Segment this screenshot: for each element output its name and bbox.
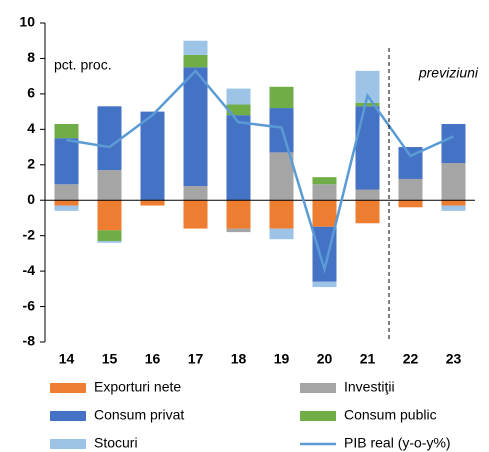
legend-label: Consum privat	[94, 407, 184, 423]
bar	[226, 115, 251, 201]
legend-label: PIB real (y-o-y%)	[344, 435, 451, 451]
bar	[140, 111, 165, 201]
bar	[97, 240, 122, 243]
x-tick-label: 19	[274, 351, 290, 367]
legend-marker	[50, 411, 86, 421]
unit-note: pct. proc.	[54, 57, 112, 73]
x-tick-label: 21	[360, 351, 376, 367]
bar	[355, 102, 380, 107]
legend-label: Investiţii	[344, 379, 395, 395]
bar	[97, 200, 122, 231]
y-tick-label: 10	[19, 14, 35, 30]
line-series	[66, 68, 455, 275]
bar	[97, 230, 122, 241]
legend-label: Consum public	[344, 407, 437, 423]
y-tick-label: -4	[23, 262, 36, 278]
y-tick-label: -2	[23, 226, 36, 242]
bar	[226, 228, 251, 233]
bar	[54, 138, 79, 185]
bar	[398, 200, 423, 208]
bar	[355, 200, 380, 224]
bar	[441, 205, 466, 211]
y-tick-label: -6	[23, 297, 36, 313]
legend-marker	[300, 383, 336, 393]
bar	[54, 184, 79, 201]
bar	[183, 186, 208, 201]
x-tick-label: 22	[403, 351, 419, 367]
x-tick-label: 23	[446, 351, 462, 367]
legend-marker	[50, 439, 86, 449]
legend-marker	[50, 383, 86, 393]
bar	[97, 106, 122, 171]
legend-marker	[300, 411, 336, 421]
bar	[269, 200, 294, 229]
bar	[355, 106, 380, 190]
y-tick-label: 4	[27, 120, 35, 136]
forecast-note: previziuni	[418, 65, 479, 81]
x-tick-label: 18	[231, 351, 247, 367]
y-tick-label: 6	[27, 85, 35, 101]
legend-label: Exporturi nete	[94, 379, 181, 395]
bar	[183, 200, 208, 229]
x-tick-label: 15	[102, 351, 118, 367]
bar	[269, 228, 294, 240]
bar	[312, 281, 337, 288]
legend-label: Stocuri	[94, 435, 138, 451]
x-tick-label: 20	[317, 351, 333, 367]
bar	[441, 124, 466, 164]
y-tick-label: -8	[23, 333, 36, 349]
x-tick-label: 16	[145, 351, 161, 367]
bar	[269, 86, 294, 109]
bar	[398, 178, 423, 201]
bar	[312, 200, 337, 227]
bar	[441, 200, 466, 206]
y-tick-label: 0	[27, 191, 35, 207]
y-tick-label: 8	[27, 49, 35, 65]
bar	[312, 177, 337, 185]
bar	[269, 152, 294, 201]
y-tick-label: 2	[27, 155, 35, 171]
bar	[54, 200, 79, 206]
bar	[226, 104, 251, 116]
x-tick-label: 17	[188, 351, 204, 367]
bar	[54, 124, 79, 139]
bar	[97, 170, 122, 201]
bar	[183, 67, 208, 187]
bar	[183, 40, 208, 55]
x-tick-label: 14	[59, 351, 75, 367]
bar	[226, 88, 251, 105]
bar	[54, 205, 79, 211]
bar	[226, 200, 251, 229]
bar	[183, 54, 208, 68]
bar	[140, 200, 165, 206]
bar	[355, 189, 380, 201]
bar	[441, 163, 466, 201]
bar	[312, 184, 337, 201]
